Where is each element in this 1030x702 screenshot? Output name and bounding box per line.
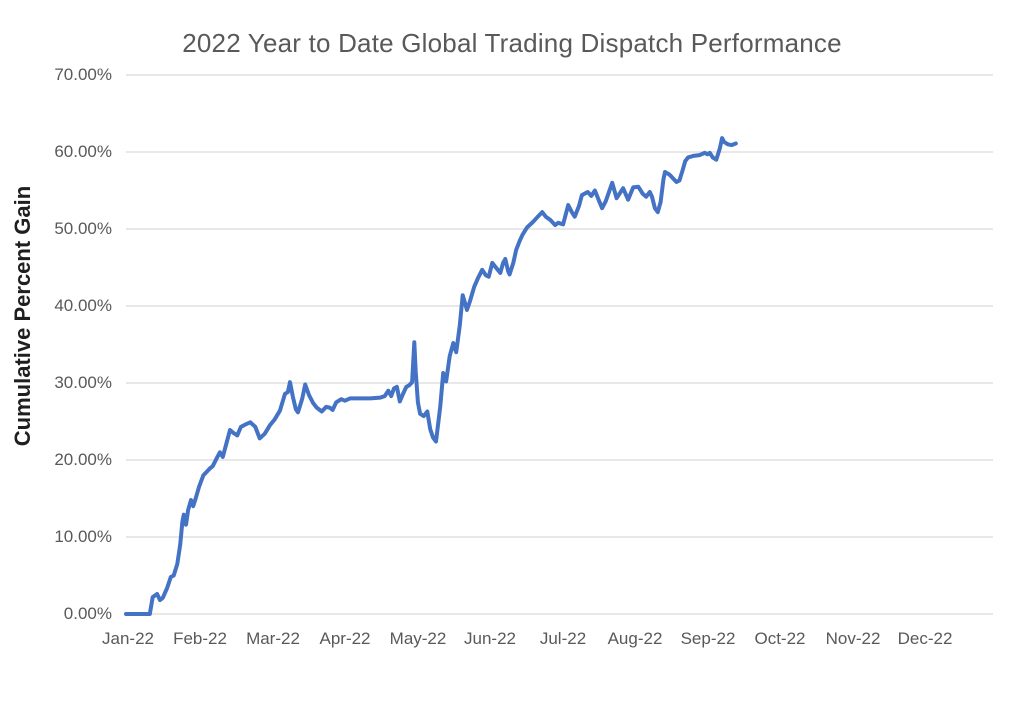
x-tick-label: Apr-22 [319, 629, 371, 648]
y-tick-label: 40.00% [54, 296, 112, 315]
y-axis-title: Cumulative Percent Gain [10, 185, 35, 447]
y-tick-label: 60.00% [54, 142, 112, 161]
x-tick-label: Feb-22 [173, 629, 227, 648]
x-tick-label: Nov-22 [825, 629, 881, 648]
chart-title: 2022 Year to Date Global Trading Dispatc… [182, 28, 842, 58]
x-tick-label: Jan-22 [102, 629, 154, 648]
x-tick-label: Aug-22 [607, 629, 663, 648]
y-tick-label: 10.00% [54, 527, 112, 546]
x-tick-label: May-22 [389, 629, 447, 648]
y-tick-label: 20.00% [54, 450, 112, 469]
y-tick-label: 0.00% [63, 604, 112, 623]
y-tick-label: 30.00% [54, 373, 112, 392]
y-tick-label: 70.00% [54, 65, 112, 84]
x-tick-label: Mar-22 [246, 629, 300, 648]
x-tick-label: Jun-22 [464, 629, 516, 648]
y-tick-label: 50.00% [54, 219, 112, 238]
x-tick-label: Sep-22 [680, 629, 736, 648]
x-tick-label: Dec-22 [897, 629, 953, 648]
x-tick-label: Oct-22 [754, 629, 806, 648]
x-tick-label: Jul-22 [539, 629, 587, 648]
performance-line [124, 136, 738, 616]
